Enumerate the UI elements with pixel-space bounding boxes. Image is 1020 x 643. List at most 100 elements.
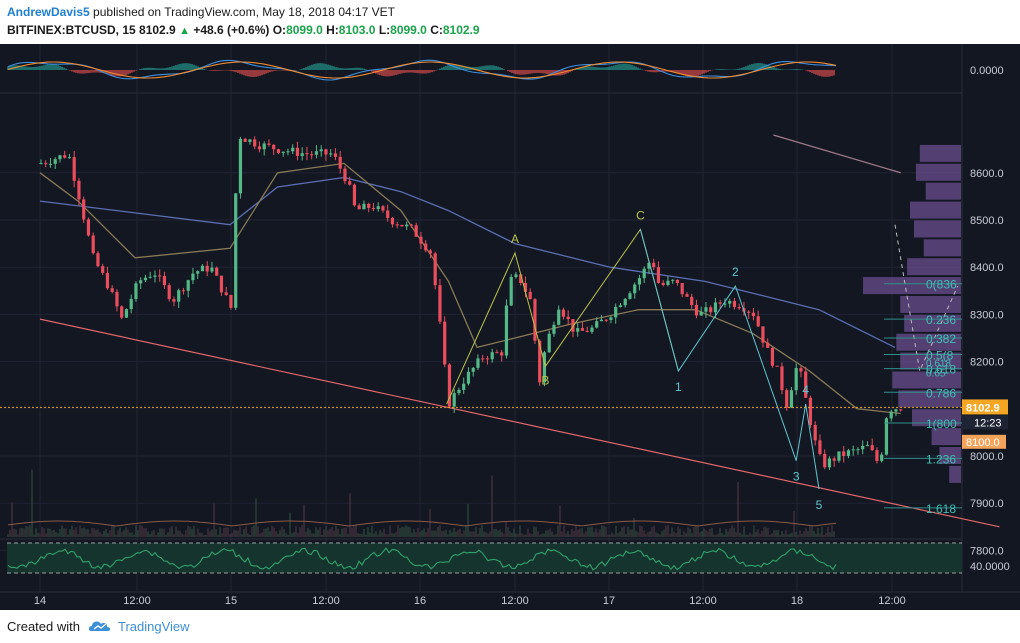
candle-up	[139, 280, 143, 284]
candle-up	[894, 409, 898, 412]
candle-down	[215, 267, 219, 276]
volume-profile-bar	[913, 220, 961, 238]
candle-up	[134, 283, 138, 299]
author-link[interactable]: AndrewDavis5	[7, 5, 90, 19]
tradingview-logo-icon[interactable]	[88, 618, 112, 634]
candle-down	[253, 139, 257, 147]
time-tick-label: 14	[34, 595, 46, 607]
close-label: C:	[430, 23, 443, 37]
time-tick-label: 16	[414, 595, 426, 607]
candle-up	[880, 454, 884, 462]
candle-down	[656, 267, 661, 283]
chart-area[interactable]: A B C 1 2 3 4 5 0(836 0.236 0.382 0.5(8 0.618 0.786 1(…	[0, 44, 1020, 610]
candle-up	[647, 262, 651, 269]
time-tick-label: 15	[225, 595, 237, 607]
candle-down	[775, 365, 779, 367]
candle-down	[604, 319, 608, 321]
candle-down	[224, 292, 228, 295]
volume-ma-line	[7, 520, 837, 527]
candle-down	[566, 316, 570, 320]
price-tick-label: 8400.0	[970, 262, 1004, 274]
chart-svg[interactable]: A B C 1 2 3 4 5 0(836 0.236 0.382 0.5(80.618 0.786 1(…	[0, 44, 1020, 610]
open-value: 8099.0	[286, 23, 323, 37]
moving-average-line	[773, 134, 901, 174]
candle-down	[808, 397, 813, 426]
price-axis-panel	[962, 44, 1020, 610]
time-tick-label: 12:00	[689, 595, 717, 607]
price-tick-label: 8300.0	[970, 309, 1004, 321]
candle-up	[376, 206, 380, 210]
time-tick-label: 18	[791, 595, 803, 607]
candle-down	[751, 312, 756, 317]
volume-profile-bar	[863, 277, 961, 295]
open-label: O:	[272, 23, 287, 37]
candle-down	[447, 364, 452, 407]
volume-profile-bar	[915, 163, 961, 181]
candle-up	[234, 193, 238, 308]
price-tick-label: 8000.0	[970, 451, 1004, 463]
candle-down	[390, 217, 395, 225]
candle-down	[799, 368, 803, 372]
volume-profile-bar	[892, 371, 961, 389]
tradingview-link[interactable]: TradingView	[118, 619, 190, 634]
volume-profile-bar	[939, 447, 961, 464]
candle-down	[96, 253, 100, 267]
candle-up	[552, 324, 556, 334]
candle-down	[343, 168, 347, 182]
candle-down	[414, 225, 418, 237]
time-tick-label: 12:00	[501, 595, 529, 607]
time-tick-label: 12:00	[878, 595, 906, 607]
candle-down	[770, 347, 775, 366]
candle-up	[476, 358, 480, 368]
low-value: 8099.0	[390, 23, 427, 37]
candle-up	[291, 147, 295, 152]
candle-down	[395, 224, 399, 226]
fib-level-label: 1.236	[926, 452, 956, 466]
chart-footer: Created with TradingView	[0, 610, 1020, 643]
moving-average-line	[39, 176, 896, 348]
candle-up	[281, 151, 285, 153]
candle-up	[466, 371, 471, 384]
candle-down	[732, 300, 737, 307]
candle-down	[842, 451, 846, 456]
price-tick-label: 7900.0	[970, 498, 1004, 510]
candle-down	[419, 236, 423, 244]
volume-profile-bar	[910, 201, 961, 219]
candle-down	[561, 309, 566, 317]
candle-up	[723, 303, 727, 305]
candle-down	[110, 288, 114, 292]
wave-label-4: 4	[802, 383, 809, 397]
candle-up	[452, 393, 456, 407]
time-tick-label: 12:00	[312, 595, 340, 607]
candle-down	[685, 294, 689, 297]
candle-up	[856, 449, 860, 451]
fib-level-label: 0.786	[926, 386, 956, 400]
candle-up	[509, 276, 513, 306]
candle-down	[481, 358, 485, 360]
candle-up	[300, 153, 304, 156]
candle-up	[728, 300, 732, 304]
candle-up	[861, 445, 865, 450]
time-tick-label: 12:00	[123, 595, 151, 607]
wave-label-b: B	[541, 373, 549, 387]
candle-up	[789, 390, 794, 408]
candle-up	[143, 277, 148, 281]
volume-profile-bar	[931, 428, 961, 446]
candle-down	[72, 157, 76, 181]
chart-header: AndrewDavis5 published on TradingView.co…	[0, 0, 1020, 44]
candle-down	[158, 275, 162, 277]
candle-down	[485, 358, 490, 360]
candle-down	[519, 274, 523, 283]
candle-up	[210, 267, 214, 272]
macd-axis-label: 0.0000	[970, 65, 1004, 77]
candle-up	[794, 368, 798, 391]
fib-extra-label: 0.618	[926, 359, 951, 370]
candle-up	[637, 278, 642, 285]
candle-down	[305, 153, 309, 155]
fib-level-label: 1.618	[926, 502, 956, 516]
candle-up	[514, 274, 518, 277]
candle-up	[129, 298, 133, 310]
candle-down	[533, 299, 537, 341]
fib-level-label: 0.618	[926, 363, 956, 377]
candle-down	[580, 328, 585, 331]
